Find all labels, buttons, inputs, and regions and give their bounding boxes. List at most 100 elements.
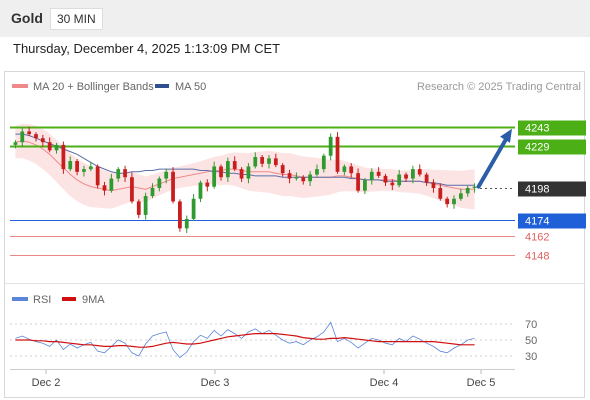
level-tag-box-4243 <box>518 120 586 136</box>
candle-body <box>280 165 285 174</box>
candle-body <box>47 142 52 151</box>
x-tick-label-1: Dec 3 <box>201 377 230 389</box>
legend-swatch-ma50 <box>155 84 169 88</box>
candle-body <box>95 166 100 186</box>
candle-body <box>184 218 189 229</box>
candle-body <box>130 177 134 202</box>
legend-swatch-rsi <box>12 297 28 301</box>
candle-body <box>376 171 381 176</box>
candle-body <box>246 166 251 179</box>
candle-body <box>342 166 347 172</box>
x-tick-label-2: Dec 4 <box>370 377 399 389</box>
candle-body <box>157 178 162 188</box>
candle-body <box>445 198 450 205</box>
x-tick-label-3: Dec 5 <box>467 377 496 389</box>
level-tag-label-4243: 4243 <box>525 123 549 135</box>
time-ticks: Dec 2 Dec 3 Dec 4 Dec 5 <box>32 370 496 389</box>
main-legend: MA 20 + Bollinger Bands MA 50 Research ©… <box>12 81 581 93</box>
candle-body <box>349 166 354 174</box>
candle-body <box>68 161 73 170</box>
candle-body <box>191 198 196 219</box>
candle-body <box>260 157 265 164</box>
candle-body <box>54 144 59 151</box>
candle-body <box>301 177 306 182</box>
candle-body <box>232 161 237 170</box>
level-tag-box-4174 <box>518 213 586 229</box>
candle-body <box>123 169 127 178</box>
timestamp: Thursday, December 4, 2025 1:13:09 PM CE… <box>13 41 281 56</box>
candle-body <box>431 182 436 188</box>
candle-body <box>164 171 169 179</box>
candle-body <box>253 157 258 167</box>
rsi-tick-30: 30 <box>525 351 537 363</box>
candle-body <box>212 166 217 187</box>
level-tag-label-4198: 4198 <box>525 184 549 196</box>
legend-swatch-ma20 <box>12 84 28 88</box>
legend-label-ma20: MA 20 + Bollinger Bands <box>33 81 154 93</box>
candle-body <box>40 138 45 143</box>
level-tags: 4243 4229 4198 4174 4162 4148 <box>518 120 586 263</box>
candle-body <box>27 131 32 135</box>
legend-swatch-rsi-ma <box>62 297 76 301</box>
candle-body <box>308 174 312 182</box>
rsi-legend: RSI 9MA <box>12 294 105 306</box>
candle-body <box>102 185 107 191</box>
rsi-panel: 70 50 30 <box>10 319 537 363</box>
level-tag-box-4229 <box>518 139 586 155</box>
candle-body <box>116 169 121 179</box>
rsi-tick-70: 70 <box>525 319 537 331</box>
rsi-ma-line <box>15 333 475 348</box>
candle-body <box>363 179 367 191</box>
candle-body <box>452 198 456 205</box>
legend-label-rsi-ma: 9MA <box>82 294 105 306</box>
header-bar: Gold 30 MIN <box>0 0 590 37</box>
candle-body <box>438 187 443 199</box>
candle-body <box>178 201 182 229</box>
candle-body <box>356 173 360 191</box>
credit-text: Research © 2025 Trading Central <box>417 81 581 93</box>
candle-body <box>335 136 340 172</box>
candle-body <box>472 186 477 188</box>
candle-body <box>424 174 429 183</box>
candle-body <box>225 161 230 178</box>
candle-body <box>13 142 18 145</box>
price-levels <box>10 126 515 256</box>
candle-body <box>458 193 463 199</box>
candle-body <box>34 134 38 139</box>
candle-body <box>404 174 408 179</box>
candle-body <box>273 158 278 166</box>
candle-body <box>397 174 402 186</box>
candle-body <box>88 166 93 170</box>
candle-body <box>205 182 210 187</box>
candle-body <box>239 169 244 179</box>
chart-frame <box>4 71 585 398</box>
candle-body <box>465 187 470 194</box>
candle-body <box>328 136 333 156</box>
candle-body <box>20 131 25 143</box>
legend-label-rsi: RSI <box>33 294 51 306</box>
candle-body <box>109 178 114 191</box>
candles <box>13 126 477 234</box>
candle-body <box>150 187 155 197</box>
projection-arrowhead <box>500 128 512 143</box>
candle-body <box>171 171 175 202</box>
candle-body <box>411 169 415 179</box>
projection-arrow-shaft <box>476 133 510 189</box>
candle-body <box>321 155 326 170</box>
level-tag-label-4162: 4162 <box>525 232 549 244</box>
candle-body <box>219 166 223 178</box>
candle-body <box>294 177 299 179</box>
candle-body <box>369 171 374 180</box>
level-tag-label-4148: 4148 <box>525 251 549 263</box>
candle-body <box>143 196 148 215</box>
candle-body <box>82 169 86 172</box>
projection-arrow <box>476 128 512 189</box>
candle-body <box>267 158 271 164</box>
level-tag-label-4229: 4229 <box>525 142 549 154</box>
symbol-label: Gold <box>11 10 43 26</box>
candle-body <box>198 182 203 199</box>
level-tag-label-4174: 4174 <box>525 216 549 228</box>
timeframe-button[interactable]: 30 MIN <box>50 8 103 30</box>
candle-body <box>136 201 141 215</box>
candle-body <box>417 169 422 175</box>
